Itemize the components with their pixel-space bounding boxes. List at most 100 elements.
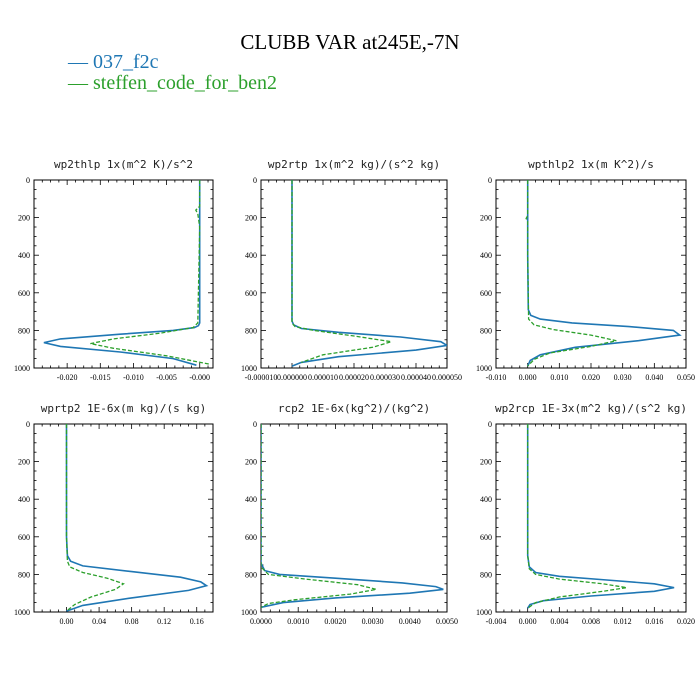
panel-1: wp2rtp 1x(m^2 kg)/(s^2 kg) 0 200 400 600 800 1…: [241, 158, 462, 382]
series-line-4-0: [261, 424, 444, 609]
xtick-label-3-4: 0.16: [190, 617, 204, 626]
xtick-label-0-1: -0.015: [90, 373, 111, 382]
panel-title-2: wpthlp2 1x(m K^2)/s: [528, 158, 654, 171]
xtick-label-2-0: -0.010: [486, 373, 507, 382]
xtick-label-2-2: 0.010: [550, 373, 568, 382]
panel-3: wprtp2 1E-6x(m kg)/(s kg) 0 200 400 600 800 10…: [14, 402, 214, 626]
xtick-label-0-0: -0.020: [57, 373, 78, 382]
ytick-label-5-5: 1000: [476, 608, 492, 617]
panel-title-5: wp2rcp 1E-3x(m^2 kg)/(s^2 kg): [495, 402, 687, 415]
panel-0: wp2thlp 1x(m^2 K)/s^2 0 200 400 600 800 1000 -0…: [14, 158, 214, 382]
ytick-label-3-3: 600: [18, 533, 30, 542]
xtick-label-2-3: 0.020: [582, 373, 600, 382]
legend-item-0: — 037_f2c: [68, 51, 159, 73]
panel-2: wpthlp2 1x(m K^2)/s 0 200 400 600 800 1000-0.0…: [476, 158, 695, 382]
panel-title-1: wp2rtp 1x(m^2 kg)/(s^2 kg): [268, 158, 440, 171]
ytick-label-1-1: 200: [245, 214, 257, 223]
series-line-1-1: [291, 180, 392, 364]
ytick-label-5-4: 800: [480, 570, 492, 579]
ytick-label-1-3: 600: [245, 289, 257, 298]
ytick-label-0-2: 400: [18, 251, 30, 260]
ytick-label-2-0: 0: [488, 176, 492, 185]
xtick-label-4-4: 0.0040: [399, 617, 421, 626]
panel-frame-4: [260, 423, 448, 613]
xtick-label-4-5: 0.0050: [436, 617, 458, 626]
ytick-label-5-0: 0: [488, 420, 492, 429]
xtick-label-1-1: 0.000000: [277, 373, 307, 382]
ytick-label-4-2: 400: [245, 495, 257, 504]
xtick-label-5-5: 0.016: [645, 617, 663, 626]
figure-title: CLUBB VAR at245E,-7N: [240, 30, 460, 54]
xtick-label-2-4: 0.030: [614, 373, 632, 382]
xtick-label-4-3: 0.0030: [362, 617, 384, 626]
panel-5: wp2rcp 1E-3x(m^2 kg)/(s^2 kg)0 200 400 600 8…: [476, 402, 695, 626]
panel-4: rcp2 1E-6x(kg^2)/(kg^2) 0 200 400 600 800 1000…: [241, 402, 458, 626]
ytick-label-4-0: 0: [253, 420, 257, 429]
ytick-label-2-2: 400: [480, 251, 492, 260]
legend-item-1: — steffen_code_for_ben2: [68, 72, 278, 94]
ytick-label-3-2: 400: [18, 495, 30, 504]
series-line-5-1: [527, 424, 627, 609]
ytick-label-5-1: 200: [480, 458, 492, 467]
xtick-label-3-0: 0.00: [60, 617, 74, 626]
ytick-label-3-0: 0: [26, 420, 30, 429]
ytick-label-0-1: 200: [18, 214, 30, 223]
ytick-label-3-5: 1000: [14, 608, 30, 617]
series-line-0-1: [90, 180, 210, 365]
ytick-label-5-2: 400: [480, 495, 492, 504]
xtick-label-1-4: 0.000030: [370, 373, 400, 382]
ytick-label-1-2: 400: [245, 251, 257, 260]
ytick-label-4-4: 800: [245, 570, 257, 579]
xtick-label-4-2: 0.0020: [324, 617, 346, 626]
legend-label-1: steffen_code_for_ben2: [93, 72, 278, 94]
ytick-label-2-3: 600: [480, 289, 492, 298]
xtick-label-2-1: 0.000: [519, 373, 537, 382]
series-line-5-0: [526, 424, 675, 609]
ytick-label-4-1: 200: [245, 458, 257, 467]
series-line-2-1: [525, 180, 617, 367]
series-line-3-1: [65, 424, 125, 612]
xtick-label-5-0: -0.004: [486, 617, 507, 626]
ytick-label-4-3: 600: [245, 533, 257, 542]
panel-title-3: wprtp2 1E-6x(m kg)/(s kg): [41, 402, 207, 415]
legend-label-0: 037_f2c: [93, 51, 159, 73]
xtick-label-5-4: 0.012: [614, 617, 632, 626]
xtick-label-3-3: 0.12: [157, 617, 171, 626]
ytick-label-3-4: 800: [18, 570, 30, 579]
ytick-label-1-0: 0: [253, 176, 257, 185]
legend: — 037_f2c — steffen_code_for_ben2: [68, 52, 277, 94]
xtick-label-1-6: 0.000050: [432, 373, 462, 382]
ytick-label-3-1: 200: [18, 458, 30, 467]
panel-title-0: wp2thlp 1x(m^2 K)/s^2: [54, 158, 193, 171]
ytick-label-0-3: 600: [18, 289, 30, 298]
xtick-label-1-5: 0.000040: [401, 373, 431, 382]
panel-frame-0: [33, 179, 214, 369]
xtick-label-4-1: 0.0010: [287, 617, 309, 626]
xtick-label-5-2: 0.004: [550, 617, 568, 626]
ytick-label-0-0: 0: [26, 176, 30, 185]
xtick-label-5-6: 0.020: [677, 617, 695, 626]
panel-title-4: rcp2 1E-6x(kg^2)/(kg^2): [278, 402, 430, 415]
ytick-label-5-3: 600: [480, 533, 492, 542]
xtick-label-4-0: 0.0000: [250, 617, 272, 626]
ytick-label-0-4: 800: [18, 326, 30, 335]
panel-frame-2: [495, 179, 687, 369]
ytick-label-2-5: 1000: [476, 364, 492, 373]
xtick-label-2-5: 0.040: [645, 373, 663, 382]
ytick-label-1-5: 1000: [241, 364, 257, 373]
series-line-3-0: [65, 424, 209, 612]
xtick-label-0-4: -0.000: [189, 373, 210, 382]
xtick-label-0-3: -0.005: [156, 373, 177, 382]
ytick-label-2-1: 200: [480, 214, 492, 223]
series-line-4-1: [261, 424, 377, 608]
xtick-label-2-6: 0.050: [677, 373, 695, 382]
ytick-label-4-5: 1000: [241, 608, 257, 617]
xtick-label-1-2: 0.000010: [308, 373, 338, 382]
xtick-label-3-1: 0.04: [92, 617, 106, 626]
ytick-label-2-4: 800: [480, 326, 492, 335]
xtick-label-5-1: 0.000: [519, 617, 537, 626]
xtick-label-5-3: 0.008: [582, 617, 600, 626]
xtick-label-3-2: 0.08: [125, 617, 139, 626]
ytick-label-0-5: 1000: [14, 364, 30, 373]
